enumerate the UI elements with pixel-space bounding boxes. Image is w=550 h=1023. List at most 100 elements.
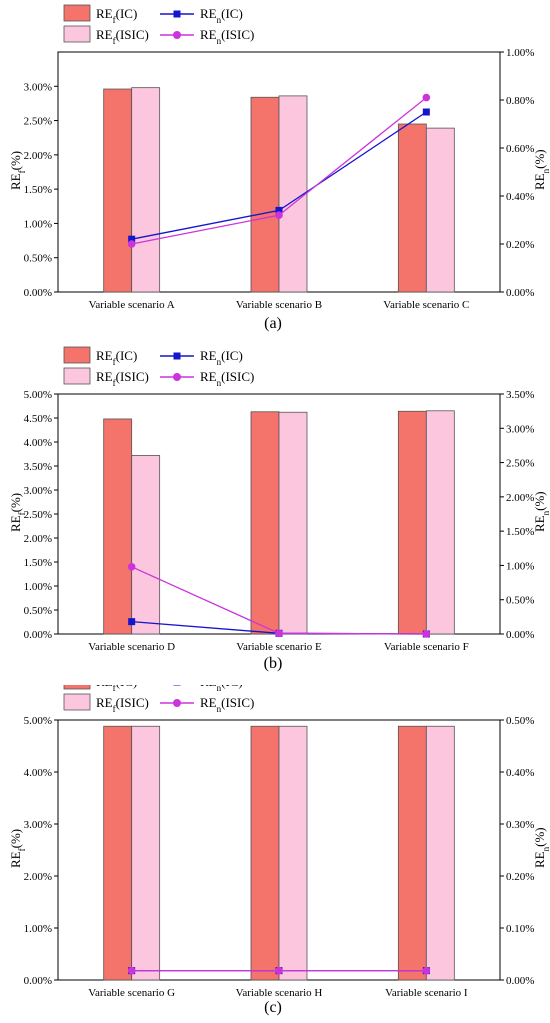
left-tick-label: 3.00% bbox=[24, 819, 52, 831]
right-tick-label: 0.00% bbox=[506, 629, 534, 641]
marker-circle bbox=[127, 966, 136, 975]
left-tick-label: 4.00% bbox=[24, 437, 52, 449]
right-axis-title: REn(%) bbox=[532, 491, 550, 532]
marker-circle bbox=[422, 630, 431, 638]
right-axis-title: REn(%) bbox=[532, 149, 550, 190]
legend-label-ren-ic: REn(IC) bbox=[200, 685, 243, 693]
left-axis-title: REf(%) bbox=[8, 151, 27, 190]
right-axis-title: REn(%) bbox=[532, 827, 550, 868]
right-tick-label: 0.50% bbox=[506, 595, 534, 607]
category-label: Variable scenario D bbox=[88, 641, 175, 653]
chart-panel-c: 0.00% 1.00% 2.00% 3.00% 4.00% 5.00% 0.00% 0.10%… bbox=[8, 685, 550, 1016]
legend-marker-ren-ic bbox=[173, 10, 181, 18]
marker-circle bbox=[127, 563, 136, 571]
bar-isic bbox=[131, 725, 161, 981]
bar-isic bbox=[278, 411, 308, 635]
legend-label-ren-isic: REn(ISIC) bbox=[200, 27, 254, 46]
right-tick-label: 1.00% bbox=[506, 47, 534, 59]
marker-circle bbox=[275, 629, 283, 638]
right-tick-label: 0.30% bbox=[506, 819, 534, 831]
left-tick-label: 3.00% bbox=[24, 485, 52, 497]
left-tick-label: 2.50% bbox=[24, 116, 52, 128]
legend-swatch-ref-isic bbox=[63, 693, 91, 711]
left-tick-label: 0.50% bbox=[24, 253, 52, 265]
panel-label: (c) bbox=[264, 999, 282, 1016]
left-tick-label: 0.00% bbox=[24, 287, 52, 299]
right-tick-label: 0.20% bbox=[506, 871, 534, 883]
legend-label-ref-ic: REf(IC) bbox=[96, 685, 137, 693]
right-tick-label: 0.80% bbox=[506, 95, 534, 107]
left-axis-title: REf(%) bbox=[8, 493, 27, 532]
bar-isic bbox=[278, 95, 308, 293]
bar-ic bbox=[397, 410, 427, 635]
category-label: Variable scenario A bbox=[89, 299, 175, 311]
legend-label-ref-isic: REf(ISIC) bbox=[96, 369, 149, 388]
left-tick-label: 2.00% bbox=[24, 533, 52, 545]
legend-marker-ren-isic bbox=[173, 373, 181, 381]
right-tick-label: 3.50% bbox=[506, 389, 534, 401]
marker-square bbox=[275, 206, 283, 214]
legend-marker-ren-isic bbox=[173, 31, 181, 39]
right-tick-label: 2.00% bbox=[506, 492, 534, 504]
legend-label-ref-isic: REf(ISIC) bbox=[96, 27, 149, 46]
left-tick-label: 1.00% bbox=[24, 218, 52, 230]
bar-ic bbox=[250, 411, 280, 635]
left-tick-label: 0.00% bbox=[24, 629, 52, 641]
bar-ic bbox=[103, 725, 133, 981]
panel-label: (b) bbox=[264, 655, 283, 672]
legend-marker-ren-ic bbox=[173, 352, 181, 360]
left-axis-title: REf(%) bbox=[8, 829, 27, 868]
chart-panel-b: 0.00% 0.50% 1.00% 1.50% 2.00% 2.50% 3.00% 3.50%… bbox=[8, 346, 550, 672]
bar-ic bbox=[250, 96, 280, 293]
right-tick-label: 3.00% bbox=[506, 423, 534, 435]
right-tick-label: 0.20% bbox=[506, 239, 534, 251]
right-tick-label: 0.00% bbox=[506, 287, 534, 299]
bar-ic bbox=[103, 88, 133, 293]
panel-label: (a) bbox=[264, 315, 282, 332]
left-tick-label: 3.50% bbox=[24, 461, 52, 473]
legend-swatch-ref-ic bbox=[63, 685, 91, 690]
legend-label-ren-isic: REn(ISIC) bbox=[200, 695, 254, 714]
left-tick-label: 2.50% bbox=[24, 509, 52, 521]
legend-swatch-ref-ic bbox=[63, 346, 91, 364]
left-tick-label: 2.00% bbox=[24, 871, 52, 883]
left-tick-label: 1.00% bbox=[24, 581, 52, 593]
right-tick-label: 0.00% bbox=[506, 975, 534, 987]
chart-panel-a: 0.00% 0.50% 1.00% 1.50% 2.00% 2.50% 3.00% 0.00%… bbox=[8, 4, 550, 332]
legend-marker-ren-ic bbox=[173, 685, 181, 686]
right-tick-label: 0.40% bbox=[506, 191, 534, 203]
category-label: Variable scenario E bbox=[236, 641, 322, 653]
marker-circle bbox=[127, 240, 136, 248]
right-tick-label: 1.50% bbox=[506, 526, 534, 538]
right-tick-label: 0.60% bbox=[506, 143, 534, 155]
category-label: Variable scenario B bbox=[236, 299, 322, 311]
marker-circle bbox=[275, 966, 283, 975]
legend-label-ren-isic: REn(ISIC) bbox=[200, 369, 254, 388]
legend-marker-ren-isic bbox=[173, 699, 181, 707]
left-tick-label: 5.00% bbox=[24, 715, 52, 727]
legend-label-ren-ic: REn(IC) bbox=[200, 348, 243, 367]
left-tick-label: 1.50% bbox=[24, 184, 52, 196]
marker-circle bbox=[275, 211, 283, 219]
left-tick-label: 2.00% bbox=[24, 150, 52, 162]
left-tick-label: 0.00% bbox=[24, 975, 52, 987]
bar-isic bbox=[425, 725, 455, 981]
bar-isic bbox=[131, 455, 161, 635]
legend-label-ref-ic: REf(IC) bbox=[96, 6, 137, 25]
category-label: Variable scenario F bbox=[384, 641, 469, 653]
legend-swatch-ref-isic bbox=[63, 25, 91, 43]
bar-isic bbox=[278, 725, 308, 981]
bar-isic bbox=[425, 410, 455, 635]
marker-square bbox=[128, 618, 136, 626]
left-tick-label: 1.00% bbox=[24, 923, 52, 935]
bar-ic bbox=[250, 725, 280, 981]
marker-circle bbox=[422, 966, 431, 975]
category-label: Variable scenario I bbox=[385, 987, 468, 999]
right-tick-label: 0.40% bbox=[506, 767, 534, 779]
legend-label-ren-ic: REn(IC) bbox=[200, 6, 243, 25]
legend-swatch-ref-isic bbox=[63, 367, 91, 385]
left-tick-label: 3.00% bbox=[24, 81, 52, 93]
right-tick-label: 0.10% bbox=[506, 923, 534, 935]
marker-square bbox=[128, 235, 136, 243]
bar-ic bbox=[397, 123, 427, 293]
